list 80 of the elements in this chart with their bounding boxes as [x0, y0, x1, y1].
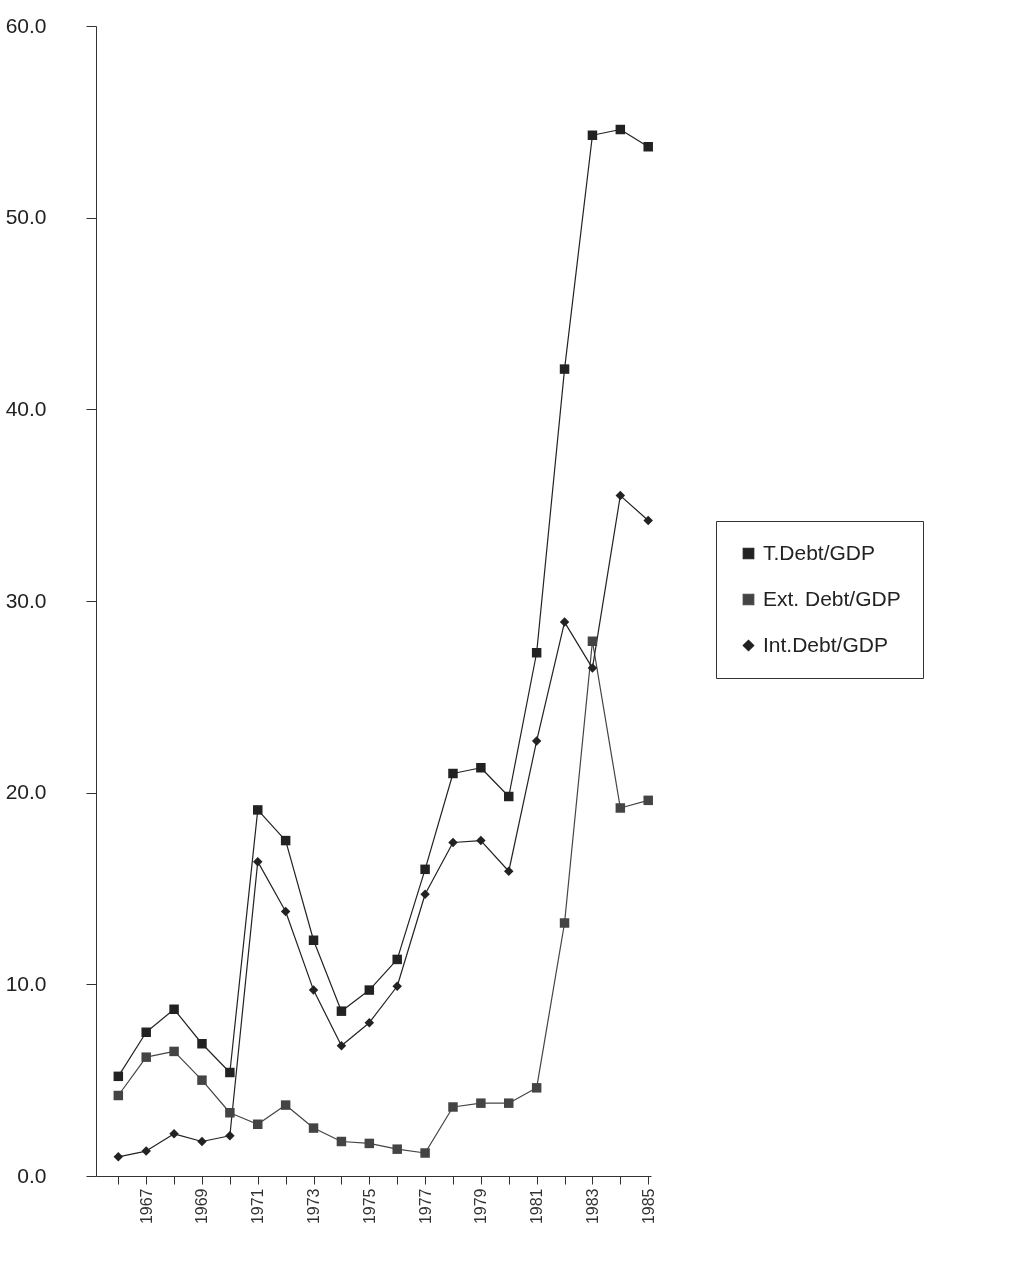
x-tick-label: 1985	[639, 1188, 657, 1225]
x-tick-label: 1977	[416, 1188, 434, 1225]
point	[531, 1083, 542, 1093]
point	[336, 1006, 347, 1016]
point	[531, 648, 542, 658]
y-tick-label: 50.0	[5, 205, 47, 229]
x-tick-label: 1979	[472, 1188, 490, 1225]
point	[308, 935, 319, 945]
legend-label: T.Debt/GDP	[763, 540, 876, 564]
point	[197, 1136, 207, 1147]
point	[615, 803, 626, 813]
point	[336, 1136, 347, 1147]
point	[169, 1129, 179, 1139]
point	[448, 768, 458, 779]
point	[420, 864, 430, 875]
point	[615, 124, 626, 135]
x-tick-label: 1969	[193, 1188, 211, 1225]
point	[308, 985, 319, 995]
point	[587, 636, 598, 646]
point	[448, 1102, 458, 1112]
point	[559, 918, 570, 928]
y-tick-label: 0.0	[17, 1163, 47, 1187]
point	[643, 795, 653, 806]
point	[253, 856, 263, 867]
point	[253, 1119, 263, 1129]
point	[197, 1039, 207, 1049]
point	[559, 617, 570, 627]
legend-label: Int.Debt/GDP	[763, 632, 888, 656]
y-tick-label: 30.0	[5, 588, 47, 612]
point	[253, 805, 263, 815]
point	[225, 1108, 235, 1118]
point	[420, 889, 430, 899]
point	[392, 981, 402, 991]
x-tick-label: 1971	[249, 1188, 267, 1225]
point	[448, 837, 458, 848]
point	[504, 791, 514, 802]
point	[364, 1017, 375, 1028]
point	[280, 906, 291, 917]
point	[420, 1148, 430, 1158]
point	[169, 1046, 179, 1057]
point	[643, 515, 653, 526]
point	[531, 736, 542, 746]
point	[392, 1144, 402, 1154]
point	[113, 1090, 124, 1101]
point	[587, 130, 598, 140]
x-tick-label: 1983	[583, 1188, 601, 1225]
point	[113, 1152, 124, 1162]
x-tick-label: 1975	[360, 1188, 378, 1225]
legend-label: Ext. Debt/GDP	[763, 586, 901, 610]
point	[643, 142, 653, 152]
point	[280, 1100, 291, 1110]
point	[476, 1098, 486, 1108]
y-tick-label: 20.0	[5, 780, 47, 804]
point	[280, 835, 291, 846]
y-tick-label: 60.0	[5, 13, 47, 37]
y-tick-label: 40.0	[5, 396, 47, 420]
point	[113, 1071, 124, 1082]
point	[141, 1146, 151, 1156]
point	[141, 1052, 151, 1062]
point	[392, 954, 402, 965]
point	[225, 1131, 235, 1141]
point	[141, 1027, 151, 1037]
point	[308, 1123, 319, 1133]
x-tick-label: 1973	[305, 1188, 323, 1225]
point	[169, 1004, 179, 1014]
point	[336, 1040, 347, 1051]
point	[364, 985, 375, 995]
point	[364, 1138, 375, 1149]
point	[504, 1098, 514, 1108]
point	[504, 866, 514, 876]
point	[476, 835, 486, 846]
point	[559, 364, 570, 374]
point	[197, 1075, 207, 1085]
x-tick-label: 1967	[137, 1188, 155, 1225]
x-tick-label: 1981	[528, 1188, 546, 1225]
point	[225, 1067, 235, 1078]
point	[476, 763, 486, 773]
point	[587, 663, 598, 673]
point	[615, 490, 626, 501]
y-tick-label: 10.0	[5, 971, 47, 995]
